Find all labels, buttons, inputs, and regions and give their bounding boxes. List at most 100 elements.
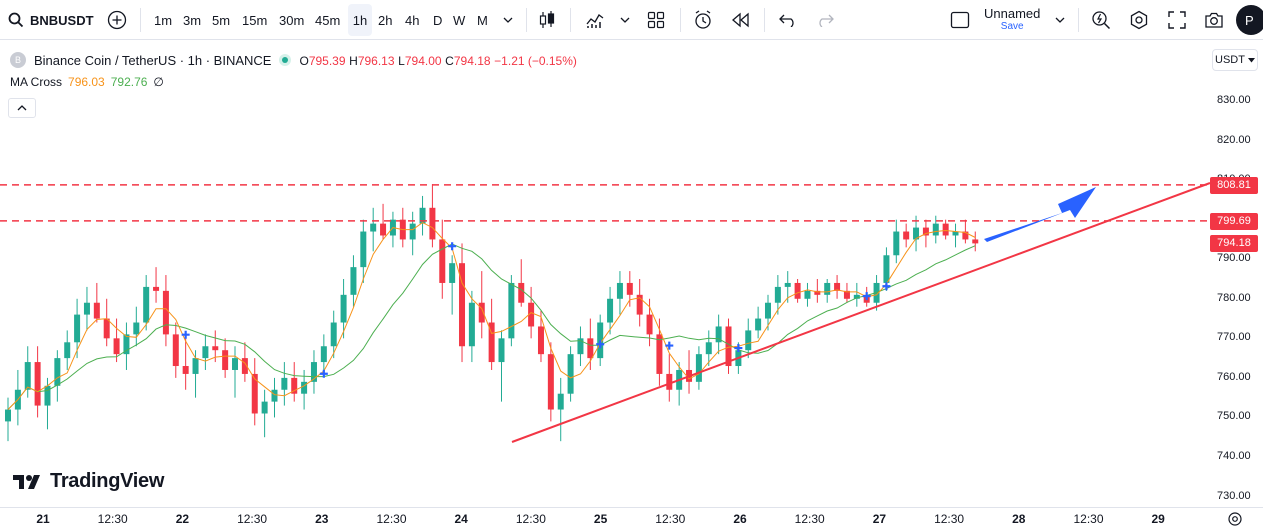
grid-icon [647, 11, 665, 29]
ohlc-high-value: 796.13 [357, 53, 395, 68]
candle-body [498, 338, 505, 363]
ma-cross-marker [862, 292, 871, 301]
ma-cross-marker [734, 344, 743, 353]
candle-body [557, 393, 564, 410]
candle-body [360, 231, 367, 268]
candle-body [666, 373, 673, 390]
candle-body [241, 358, 248, 374]
candle-body [913, 227, 920, 240]
candle-body [459, 263, 466, 347]
price-chart[interactable] [0, 41, 1210, 507]
rewind-icon [732, 12, 749, 28]
chart-type-button[interactable] [536, 0, 558, 40]
candle-body [883, 255, 890, 283]
ma-slow-value: 792.76 [110, 75, 148, 89]
redo-button[interactable] [814, 0, 836, 40]
layout-dropdown[interactable] [1052, 0, 1068, 40]
legend-collapse-button[interactable] [8, 98, 36, 118]
symbol-search-button[interactable]: BNBUSDT [8, 0, 94, 40]
compare-symbol-button[interactable] [106, 0, 128, 40]
interval-day[interactable]: D [433, 12, 443, 28]
interval-2h[interactable]: 2h [378, 12, 393, 28]
candle-body [616, 282, 623, 299]
search-icon [8, 12, 24, 28]
alarm-clock-icon [695, 10, 711, 29]
toolbar-divider [764, 8, 765, 32]
candle-body [962, 231, 969, 240]
candle-body [439, 239, 446, 283]
candle-body [942, 223, 949, 236]
price-axis-tag: 799.69 [1210, 212, 1258, 230]
currency-select[interactable]: USDT [1212, 49, 1258, 71]
time-axis-label: 12:30 [1073, 512, 1104, 526]
chevron-down-icon [1055, 17, 1065, 23]
chart-legend: B Binance Coin / TetherUS · 1h · BINANCE… [10, 51, 577, 91]
ma-cross-marker [181, 330, 190, 339]
candle-body [636, 294, 643, 315]
candle-body [212, 346, 219, 351]
ma-fast-value: 796.03 [68, 75, 105, 89]
price-axis-tag: 808.81 [1210, 176, 1258, 194]
gear-icon [1130, 10, 1148, 30]
ohlc-high-key: H [349, 53, 358, 68]
interval-5m[interactable]: 5m [212, 12, 231, 28]
settings-button[interactable] [1128, 0, 1150, 40]
interval-4h[interactable]: 4h [405, 12, 420, 28]
ma-cross-marker [882, 282, 891, 291]
toolbar-divider [140, 8, 141, 32]
indicator-name[interactable]: MA Cross [10, 75, 63, 89]
layout-select-checkbox[interactable] [949, 0, 971, 40]
currency-label: USDT [1215, 54, 1245, 66]
ma-cross-markers [181, 242, 891, 378]
layout-name-button[interactable]: Unnamed Save [984, 7, 1040, 32]
time-axis[interactable]: 21 12:30 22 12:30 23 12:30 24 12:30 25 12:30 26 12:… [0, 507, 1263, 531]
candle-body [310, 362, 317, 382]
candle-body [291, 377, 298, 394]
candle-body [123, 334, 130, 355]
price-axis-label: 760.00 [1217, 370, 1251, 383]
interval-1h[interactable]: 1h [348, 4, 372, 36]
ascending-trendline [511, 182, 1210, 443]
user-avatar[interactable]: P [1236, 5, 1263, 35]
candle-body [626, 282, 633, 295]
candle-body [380, 223, 387, 236]
price-axis-label: 820.00 [1217, 133, 1251, 146]
interval-1m[interactable]: 1m [154, 12, 173, 28]
save-label: Save [1000, 21, 1024, 32]
alert-button[interactable] [692, 0, 714, 40]
snapshot-button[interactable] [1203, 0, 1225, 40]
fullscreen-button[interactable] [1166, 0, 1188, 40]
layout-templates-button[interactable] [645, 0, 667, 40]
quick-search-button[interactable] [1090, 0, 1112, 40]
interval-30m[interactable]: 30m [279, 12, 305, 28]
candle-body [587, 338, 594, 359]
candle-body [932, 223, 939, 236]
indicators-dropdown[interactable] [618, 0, 632, 40]
interval-dropdown[interactable] [500, 0, 516, 40]
candle-body [824, 282, 831, 295]
tradingview-watermark[interactable]: TradingView [12, 470, 164, 493]
interval-week[interactable]: W [453, 12, 466, 28]
chevron-down-icon [620, 17, 630, 23]
interval-3m[interactable]: 3m [183, 12, 202, 28]
time-axis-settings-button[interactable] [1227, 511, 1243, 531]
candle-body [814, 290, 821, 295]
ohlc-close-value: 794.18 [453, 53, 491, 68]
indicators-button[interactable] [584, 0, 606, 40]
time-axis-label: 12:30 [97, 512, 128, 526]
legend-title[interactable]: Binance Coin / TetherUS · 1h · BINANCE [34, 52, 272, 68]
replay-button[interactable] [730, 0, 752, 40]
interval-45m[interactable]: 45m [315, 12, 341, 28]
candle-body [340, 294, 347, 323]
candle-body [853, 294, 860, 299]
candle-body [113, 338, 120, 355]
undo-button[interactable] [777, 0, 799, 40]
price-axis-label: 790.00 [1217, 252, 1251, 265]
candle-body [271, 389, 278, 402]
chevron-up-icon [17, 105, 27, 111]
interval-month[interactable]: M [477, 12, 488, 28]
ma-cross-marker [596, 340, 605, 349]
candle-body [133, 322, 140, 335]
ohlc-open-value: 795.39 [308, 53, 346, 68]
interval-15m[interactable]: 15m [242, 12, 268, 28]
